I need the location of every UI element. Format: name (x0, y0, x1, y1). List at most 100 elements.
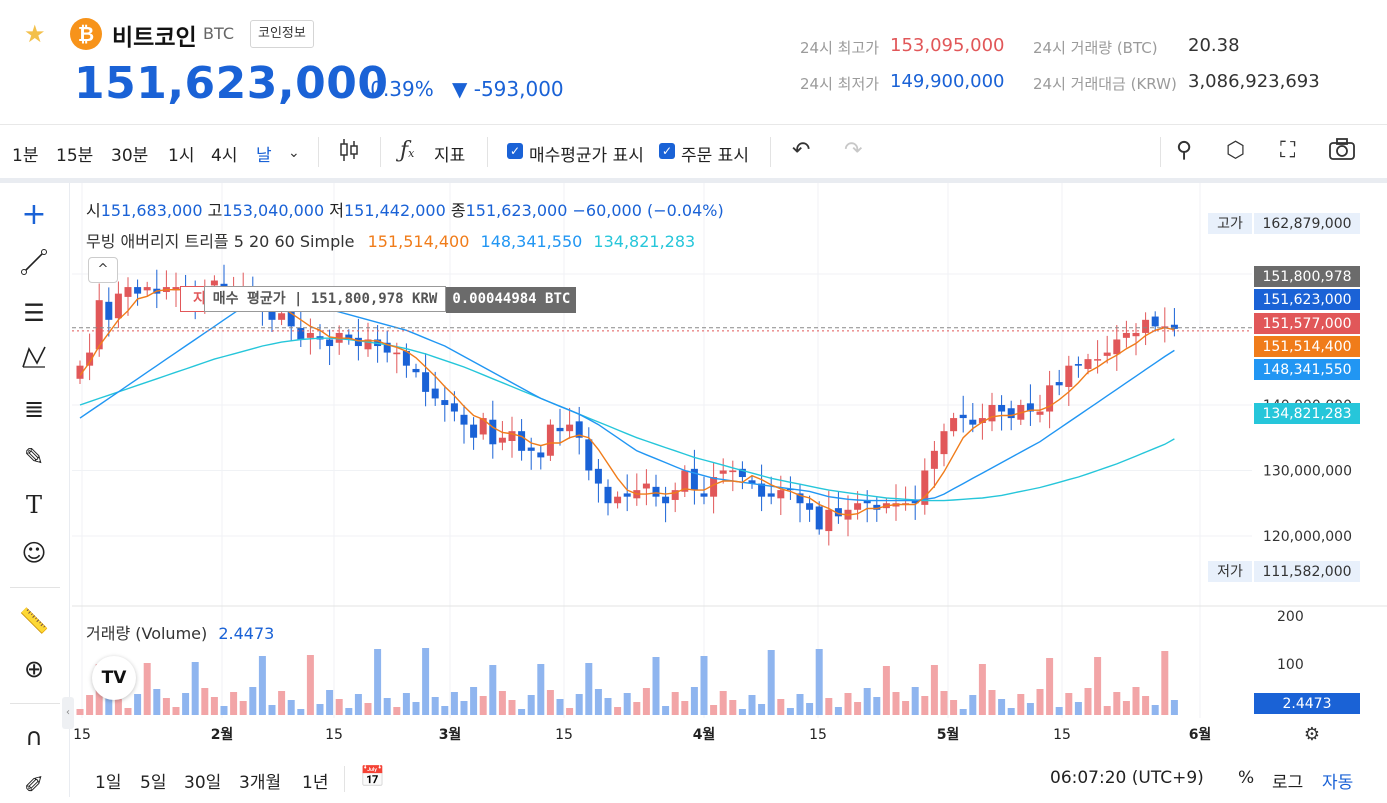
volume-bar (1065, 693, 1073, 715)
indicator-button[interactable]: 지표 (434, 146, 466, 166)
pencil-lock-icon[interactable]: ✐ (23, 771, 45, 799)
interval-30m[interactable]: 30분 (111, 146, 149, 166)
redo-icon[interactable]: ↷ (844, 138, 863, 163)
candle (537, 452, 545, 458)
trend-line-icon[interactable] (16, 247, 52, 283)
avg-price-checkbox[interactable]: ✓ (507, 143, 523, 159)
volume-bar (374, 649, 382, 715)
range-30d[interactable]: 30일 (184, 773, 222, 793)
order-checkbox[interactable]: ✓ (659, 143, 675, 159)
interval-4h[interactable]: 4시 (211, 146, 238, 166)
high-24h-label: 24시 최고가 (800, 39, 880, 57)
coin-info-button[interactable]: 코인정보 (250, 20, 314, 48)
volume-bar (921, 696, 929, 715)
candlestick-icon[interactable] (338, 137, 360, 171)
camera-icon[interactable] (1328, 137, 1356, 169)
volume-bar (998, 699, 1006, 715)
auto-toggle[interactable]: 자동 (1322, 773, 1354, 793)
volume-bar (988, 690, 996, 715)
magnet-icon[interactable]: ∩ (25, 723, 43, 751)
percent-toggle[interactable]: % (1238, 768, 1255, 788)
volume-bar (162, 698, 170, 715)
function-icon[interactable]: ƒx (400, 138, 415, 163)
volume-bar (258, 656, 266, 715)
candle (76, 365, 84, 379)
brush-icon[interactable]: ✎ (23, 443, 45, 471)
emoji-icon[interactable]: ☺ (21, 539, 47, 567)
horizontal-lines-icon[interactable]: ☰ (23, 299, 45, 327)
interval-15m[interactable]: 15분 (56, 146, 94, 166)
fibonacci-icon[interactable]: ≣ (23, 395, 45, 423)
volume-bars (76, 648, 1178, 715)
volume-bar (652, 657, 660, 715)
zoom-in-icon[interactable]: ⊕ (23, 655, 45, 683)
candle (671, 490, 679, 500)
volume-bar (796, 694, 804, 715)
price-label-bg (1254, 289, 1360, 310)
collapse-legend-icon[interactable]: ^ (88, 257, 118, 283)
calendar-icon[interactable]: 📅 (360, 764, 385, 788)
price-label-tag-bg (1208, 561, 1252, 582)
candle (95, 300, 103, 350)
volume-bar (1151, 705, 1159, 715)
coin-name: 비트코인 (112, 25, 197, 51)
range-1d[interactable]: 1일 (95, 773, 122, 793)
favorite-star-icon[interactable]: ★ (24, 20, 46, 48)
volume-bar (326, 690, 334, 715)
price-chart[interactable]: 120,000,000130,000,000140,000,000160,000… (72, 183, 1387, 760)
coin-header: ★ ₿ 비트코인 BTC 코인정보 151,623,000 -0.39% ▼ -… (0, 0, 1387, 122)
price-label-value: 151,577,000 (1262, 316, 1351, 332)
interval-1m[interactable]: 1분 (12, 146, 39, 166)
fullscreen-icon[interactable]: ⛶ (1280, 138, 1296, 163)
candle (748, 480, 756, 484)
price-label-value: 151,800,978 (1262, 269, 1351, 285)
x-tick-label: 5월 (937, 726, 960, 743)
candle (662, 496, 670, 504)
ma-label: 무빙 애버리지 트리플 5 20 60 Simple (86, 232, 355, 251)
volume-bar (978, 664, 986, 715)
volume-bar (1007, 708, 1015, 715)
volume-bar (566, 708, 574, 715)
candle (556, 427, 564, 432)
volume-bar (268, 705, 276, 715)
candle (623, 493, 631, 497)
volume-bar (585, 663, 593, 715)
volume-bar (710, 705, 718, 715)
candle (911, 499, 919, 504)
volume-bar (690, 687, 698, 715)
avg-price-check-label[interactable]: 매수평균가 표시 (529, 146, 644, 166)
range-3m[interactable]: 3개월 (239, 773, 282, 793)
price-label-value: 162,879,000 (1262, 216, 1351, 232)
ruler-icon[interactable]: 📏 (19, 607, 49, 635)
candle (326, 339, 334, 347)
pattern-icon[interactable] (16, 343, 52, 379)
volume-bar (412, 702, 420, 715)
order-check-label[interactable]: 주문 표시 (681, 146, 749, 166)
settings-hexagon-icon[interactable]: ⬡ (1226, 138, 1246, 163)
sidebar-toggle-icon[interactable]: ‹ (62, 697, 74, 729)
text-tool-icon[interactable]: T (25, 491, 42, 519)
undo-icon[interactable]: ↶ (792, 138, 811, 163)
range-5d[interactable]: 5일 (140, 773, 167, 793)
volume-bar (518, 709, 526, 715)
volume-bar (902, 701, 910, 715)
clock-display[interactable]: 06:07:20 (UTC+9) (1050, 768, 1204, 788)
tradingview-logo-icon[interactable]: TV (92, 656, 136, 700)
volume-bar (892, 692, 900, 715)
volume-label: 거래량 (Volume) (86, 624, 208, 643)
chevron-down-icon[interactable]: ⌄ (288, 145, 300, 161)
moving-average-lines (72, 287, 1252, 516)
candle (345, 334, 353, 340)
chart-tool-icon[interactable]: ⚲ (1176, 138, 1193, 163)
volume-bar (738, 709, 746, 715)
bottom-bar: 1일 5일 30일 3개월 1년 📅 06:07:20 (UTC+9) % 로그… (72, 760, 1387, 797)
crosshair-icon[interactable]: + (21, 197, 47, 232)
log-toggle[interactable]: 로그 (1272, 773, 1304, 793)
interval-day[interactable]: 날 (256, 146, 272, 166)
interval-1h[interactable]: 1시 (168, 146, 195, 166)
range-1y[interactable]: 1년 (302, 773, 329, 793)
candle (422, 372, 430, 392)
volume-bar (239, 701, 247, 715)
candle (585, 439, 593, 471)
volume-bar (1142, 696, 1150, 715)
